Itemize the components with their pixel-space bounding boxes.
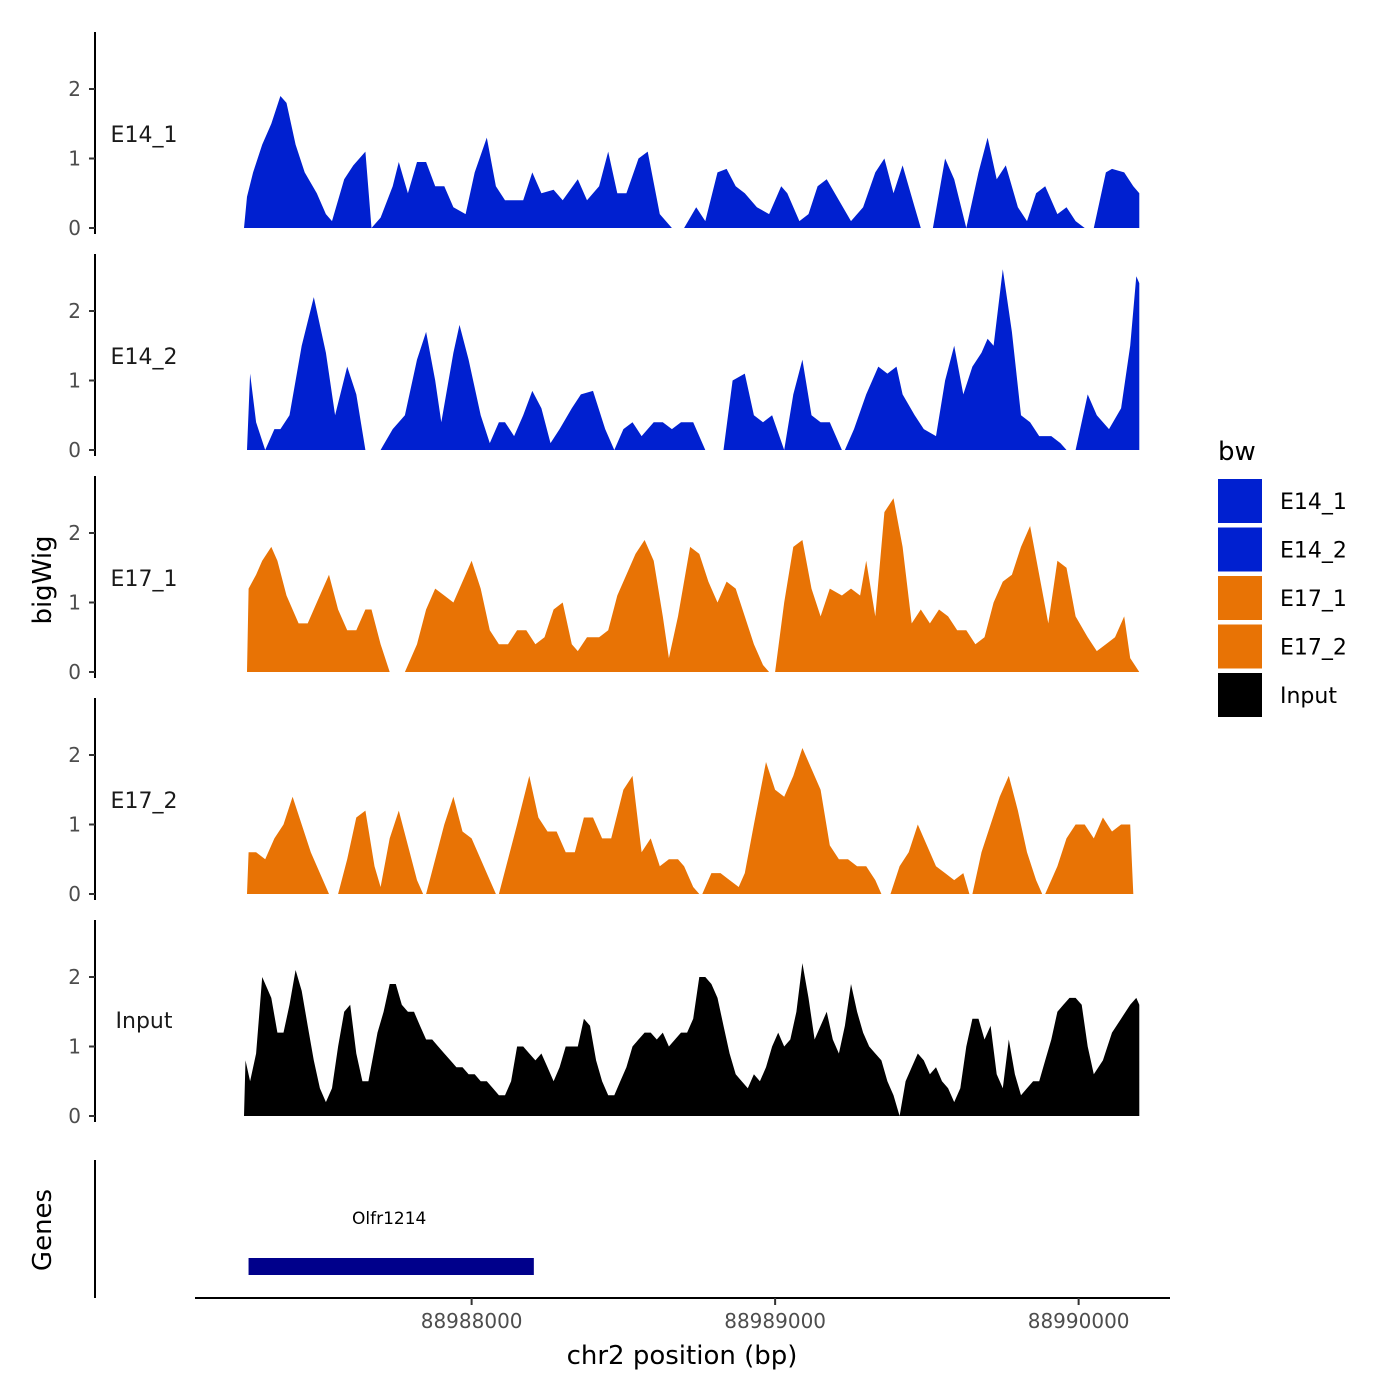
legend-key-e17-1	[1218, 576, 1262, 620]
track-label-e17-1: E17_1	[111, 567, 178, 592]
track-label-e14-2: E14_2	[111, 345, 178, 370]
area-e17-2-segment-1	[338, 810, 427, 894]
y-tick-label-e17-2-2: 2	[68, 743, 81, 767]
area-e14-2-segment-2	[723, 359, 845, 450]
legend-key-e14-1	[1218, 479, 1262, 523]
area-e17-2-segment-6	[972, 775, 1046, 894]
legend-label-e14-1: E14_1	[1280, 490, 1347, 515]
area-e17-2-segment-4	[702, 748, 885, 894]
legend-label-e14-2: E14_2	[1280, 539, 1347, 564]
area-e17-2-segment-0	[247, 796, 332, 894]
track-e14-1: 0 1 2 E14_1	[68, 32, 1140, 240]
track-e14-2: 0 1 2 E14_2	[68, 254, 1140, 462]
area-e17-2-segment-5	[890, 824, 973, 894]
legend: bw E14_1 E14_2 E17_1 E17_2 Input	[1218, 437, 1347, 717]
area-input-segment-0	[244, 963, 1140, 1116]
area-e14-2-segment-1	[380, 324, 709, 450]
x-axis-title: chr2 position (bp)	[567, 1341, 798, 1371]
x-axis: 88988000 88989000 88990000	[195, 1297, 1170, 1333]
area-e17-2-segment-3	[498, 775, 703, 894]
genes-panel-title: Genes	[28, 1189, 58, 1271]
y-tick-label-e14-1-1: 1	[68, 147, 81, 171]
area-e17-1-segment-1	[404, 540, 773, 672]
legend-label-e17-2: E17_2	[1280, 636, 1347, 661]
area-e14-1-segment-1	[371, 137, 675, 228]
track-label-input: Input	[116, 1009, 173, 1034]
area-e17-2-segment-2	[426, 796, 499, 894]
area-e14-2-segment-0	[247, 297, 369, 450]
area-e14-1-segment-3	[932, 137, 1088, 228]
area-e14-1-segment-0	[244, 96, 375, 228]
area-e14-1-segment-2	[684, 158, 924, 228]
gene-label-olfr1214: Olfr1214	[352, 1209, 426, 1229]
track-label-e17-2: E17_2	[111, 789, 178, 814]
y-axis-title: bigWig	[28, 535, 58, 624]
area-e17-2-segment-7	[1045, 817, 1137, 894]
y-tick-label-e17-1-1: 1	[68, 591, 81, 615]
area-e14-2-segment-3	[844, 269, 1070, 450]
area-e17-1-segment-2	[775, 498, 1140, 672]
x-tick-label-88989000: 88989000	[724, 1309, 826, 1333]
y-tick-label-e17-2-0: 0	[68, 882, 81, 906]
y-tick-label-e14-1-2: 2	[68, 77, 81, 101]
y-tick-label-e14-1-0: 0	[68, 216, 81, 240]
gene-olfr1214	[248, 1258, 534, 1275]
tracks-group: 0 1 2 E14_1 0 1 2 E14_2 0 1 2 E17_1 0 1 2 E17_2 0 1 2 Input	[68, 32, 1140, 1128]
legend-label-input: Input	[1280, 684, 1337, 709]
area-e14-1-segment-4	[1093, 168, 1140, 228]
y-tick-label-e14-2-0: 0	[68, 438, 81, 462]
legend-key-input	[1218, 673, 1262, 717]
y-tick-label-e14-2-1: 1	[68, 369, 81, 393]
track-label-e14-1: E14_1	[111, 123, 178, 148]
track-e17-1: 0 1 2 E17_1	[68, 476, 1140, 684]
genes-panel: Olfr1214	[94, 1160, 534, 1298]
track-input: 0 1 2 Input	[68, 920, 1140, 1128]
y-tick-label-input-2: 2	[68, 965, 81, 989]
y-tick-label-e17-1-2: 2	[68, 521, 81, 545]
y-tick-label-input-0: 0	[68, 1104, 81, 1128]
y-tick-label-e14-2-2: 2	[68, 299, 81, 323]
legend-title: bw	[1218, 437, 1256, 467]
legend-key-e14-2	[1218, 527, 1262, 572]
x-tick-label-88988000: 88988000	[421, 1309, 523, 1333]
legend-label-e17-1: E17_1	[1280, 587, 1347, 612]
track-e17-2: 0 1 2 E17_2	[68, 698, 1137, 906]
x-tick-label-88990000: 88990000	[1028, 1309, 1130, 1333]
y-tick-label-input-1: 1	[68, 1035, 81, 1059]
y-tick-label-e17-2-1: 1	[68, 813, 81, 837]
area-e14-2-segment-4	[1075, 276, 1140, 450]
area-e17-1-segment-0	[247, 546, 393, 672]
y-tick-label-e17-1-0: 0	[68, 660, 81, 684]
legend-key-e17-2	[1218, 624, 1262, 669]
